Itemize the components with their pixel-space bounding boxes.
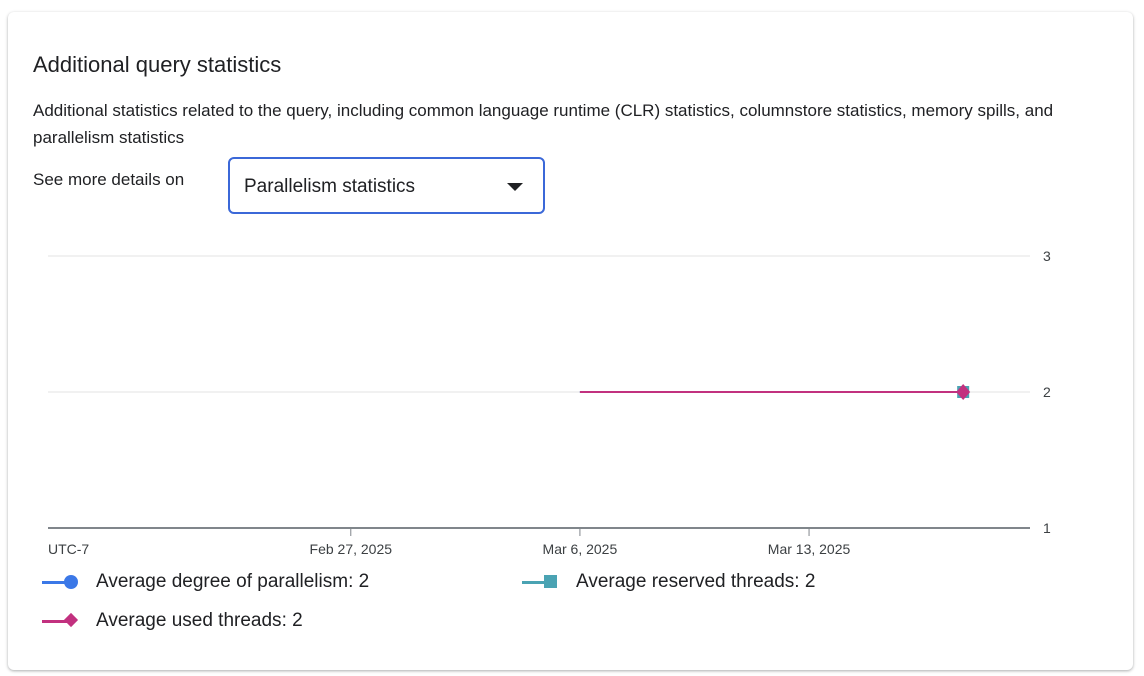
x-tick-label: Mar 13, 2025 bbox=[768, 541, 851, 557]
card-description: Additional statistics related to the que… bbox=[33, 101, 1054, 147]
y-tick-label: 3 bbox=[1043, 248, 1051, 264]
legend-value: 2 bbox=[292, 610, 303, 631]
x-tick-label: Feb 27, 2025 bbox=[310, 541, 393, 557]
legend-label: Average degree of parallelism bbox=[96, 571, 349, 592]
legend-item-parallelism[interactable]: Average degree of parallelism: 2 bbox=[42, 571, 369, 593]
data-point bbox=[956, 384, 971, 400]
timezone-label: UTC-7 bbox=[48, 541, 89, 557]
y-tick-label: 1 bbox=[1043, 520, 1051, 536]
legend-diamond-icon bbox=[42, 611, 82, 631]
details-dropdown[interactable]: Parallelism statistics bbox=[228, 157, 545, 214]
legend-value: 2 bbox=[804, 571, 816, 592]
dropdown-selected-value: Parallelism statistics bbox=[244, 176, 416, 197]
legend-item-reserved-threads[interactable]: Average reserved threads: 2 bbox=[522, 571, 815, 593]
legend-label: Average reserved threads bbox=[576, 571, 795, 592]
legend-item-used-threads[interactable]: Average used threads: 2 bbox=[42, 610, 303, 632]
card-title: Additional query statistics bbox=[33, 52, 282, 77]
y-tick-label: 2 bbox=[1043, 384, 1051, 400]
legend-value: 2 bbox=[358, 571, 370, 592]
legend-square-icon bbox=[522, 572, 562, 592]
caret-down-icon bbox=[507, 183, 523, 191]
see-more-label: See more details on bbox=[33, 170, 185, 189]
query-statistics-card bbox=[8, 12, 1133, 670]
legend-label: Average used threads bbox=[96, 610, 282, 631]
legend-circle-icon bbox=[42, 572, 82, 592]
x-tick-label: Mar 6, 2025 bbox=[543, 541, 618, 557]
